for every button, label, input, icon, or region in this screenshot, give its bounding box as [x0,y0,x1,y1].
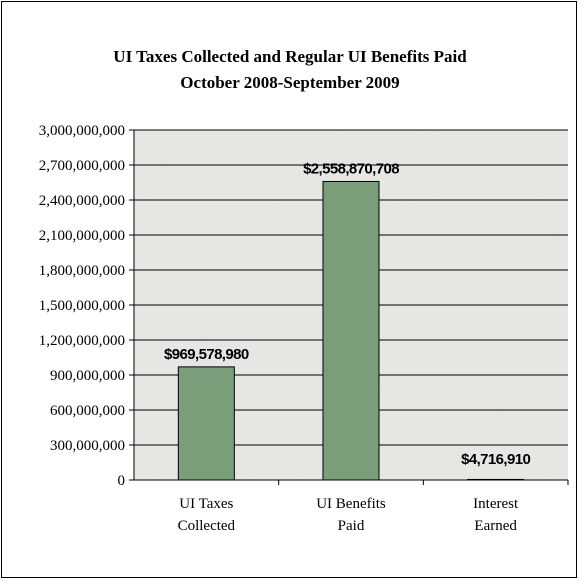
y-tick-label: 3,000,000,000 [39,123,125,139]
category-label: UI Benefits [316,496,386,512]
data-labels: $969,578,980 $2,558,870,708 $4,716,910 [164,160,531,468]
category-label: UI Taxes [179,496,233,512]
category-label: Interest [473,496,519,512]
y-tick-label: 1,500,000,000 [39,298,125,314]
bar [467,478,525,481]
y-tick-label: 900,000,000 [50,368,125,384]
y-tick-label: 2,700,000,000 [39,158,125,174]
data-label: $969,578,980 [164,346,249,363]
y-tick-label: 300,000,000 [50,438,125,454]
bar [322,180,380,481]
x-axis: UI Taxes Collected UI Benefits Paid Interest… [178,480,569,534]
chart-subtitle: October 2008-September 2009 [180,73,399,92]
y-tick-label: 1,800,000,000 [39,263,125,279]
y-axis: 0 300,000,000 600,000,000 900,000,000 1,200,… [39,123,568,489]
y-tick-label: 0 [118,473,126,489]
bars [177,180,525,481]
data-label: $2,558,870,708 [303,160,399,177]
chart-title: UI Taxes Collected and Regular UI Benefi… [113,47,467,66]
y-tick-label: 600,000,000 [50,403,125,419]
category-label: Paid [338,518,365,534]
y-tick-label: 2,400,000,000 [39,193,125,209]
category-label: Earned [474,518,517,534]
bar [177,366,235,481]
y-tick-label: 2,100,000,000 [39,228,125,244]
category-label: Collected [178,518,236,534]
y-tick-label: 1,200,000,000 [39,333,125,349]
data-label: $4,716,910 [461,451,530,468]
